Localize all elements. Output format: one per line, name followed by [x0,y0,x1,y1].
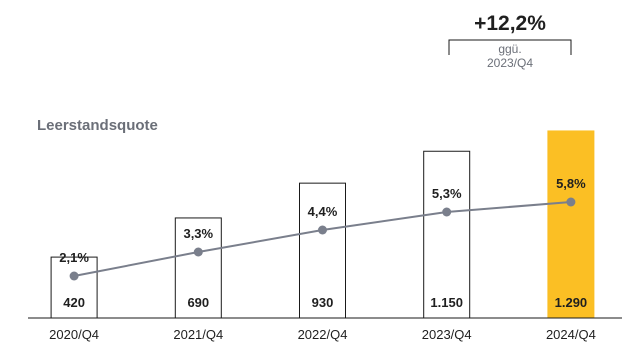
x-tick-label: 2021/Q4 [173,327,223,342]
bar-value-label: 690 [187,295,209,310]
bar-value-label: 1.290 [555,295,588,310]
line-value-label: 5,8% [556,176,586,191]
line-point [193,247,203,257]
series-legend-label: Leerstandsquote [37,117,158,134]
bar-value-label: 930 [312,295,334,310]
bar [299,182,346,319]
bar [174,217,222,319]
line-point [318,225,327,235]
line-value-label: 4,4% [308,204,338,219]
line-point [69,271,79,281]
x-tick-label: 2020/Q4 [49,327,99,342]
growth-bracket [448,39,572,55]
growth-value: +12,2% [474,12,546,35]
growth-note-line1: ggü. [498,42,521,56]
x-tick-label: 2024/Q4 [546,327,596,342]
bars-group [50,130,595,319]
growth-annotation: +12,2% ggü. 2023/Q4 [448,12,572,70]
bar-value-label: 1.150 [430,295,463,310]
growth-note-line2: 2023/Q4 [487,56,533,70]
bar [423,150,471,319]
bar-value-label: 420 [63,295,85,310]
labels-group: 420 2020/Q4 2,1% 690 2021/Q4 3,3% 930 2022/Q4 4,… [49,176,596,342]
bar [547,130,595,319]
line-series-group [69,197,576,281]
line-point [442,207,452,217]
x-tick-label: 2023/Q4 [422,327,472,342]
line-value-label: 2,1% [59,250,89,265]
x-tick-label: 2022/Q4 [298,327,348,342]
line-point [566,197,576,207]
line-value-label: 5,3% [432,186,462,201]
line-value-label: 3,3% [183,226,213,241]
bar [50,256,98,319]
